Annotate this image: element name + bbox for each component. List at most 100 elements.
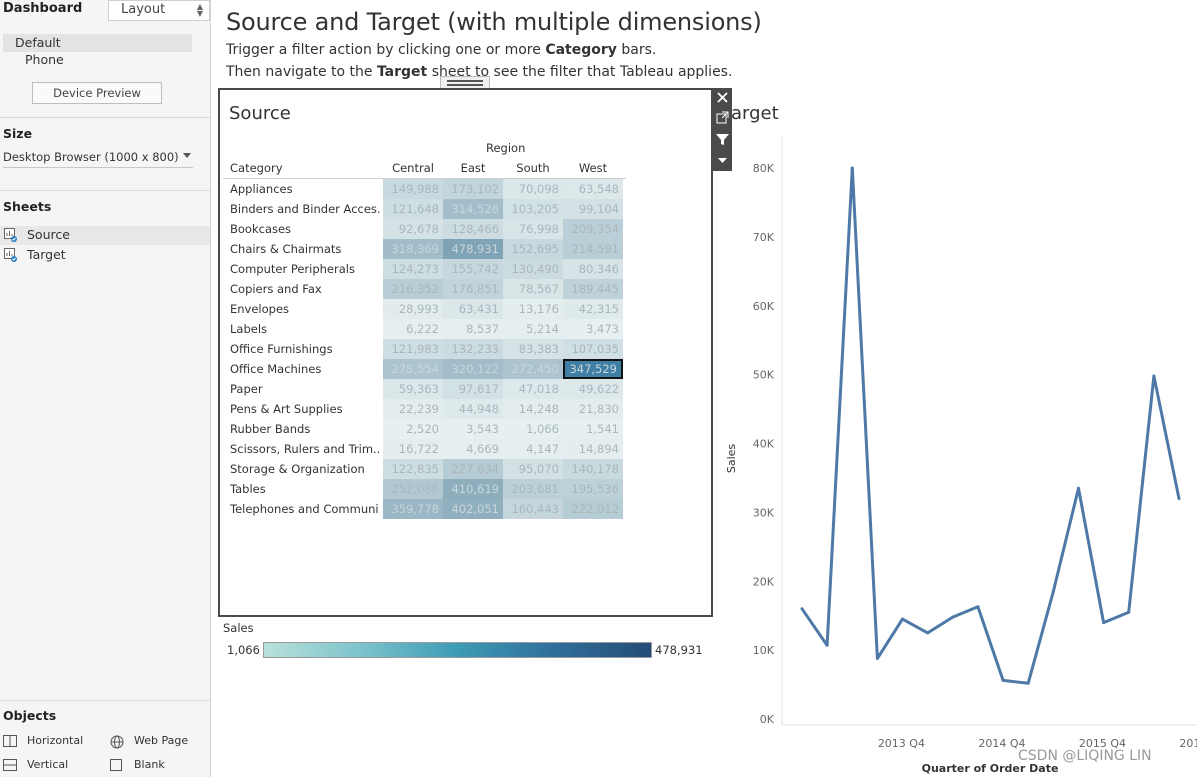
- more-options-caret-icon[interactable]: [713, 150, 732, 170]
- heatmap-cell[interactable]: 122,835: [383, 459, 443, 479]
- data-point[interactable]: [1026, 681, 1030, 685]
- device-default[interactable]: Default: [3, 34, 192, 52]
- heatmap-cell[interactable]: 402,051: [443, 499, 503, 519]
- heatmap-cell[interactable]: 222,012: [563, 499, 623, 519]
- heatmap-cell[interactable]: 216,352: [383, 279, 443, 299]
- heatmap-cell[interactable]: 132,233: [443, 339, 503, 359]
- category-row-header[interactable]: Paper: [230, 382, 263, 396]
- data-point[interactable]: [951, 615, 955, 619]
- target-line-chart[interactable]: 0K 10K 20K 30K 40K 50K 60K 70K 80K Sales 2013 Q4 20…: [720, 125, 1197, 777]
- heatmap-cell[interactable]: 140,178: [563, 459, 623, 479]
- category-row-header[interactable]: Envelopes: [230, 302, 290, 316]
- region-column-header[interactable]: East: [460, 161, 486, 175]
- heatmap-cell[interactable]: 97,617: [443, 379, 503, 399]
- device-phone[interactable]: Phone: [25, 52, 64, 67]
- heatmap-cell[interactable]: 149,988: [383, 179, 443, 199]
- category-row-header[interactable]: Pens & Art Supplies: [230, 402, 343, 416]
- heatmap-cell[interactable]: 70,098: [503, 179, 563, 199]
- heatmap-cell[interactable]: 99,104: [563, 199, 623, 219]
- heatmap-cell[interactable]: 92,678: [383, 219, 443, 239]
- category-row-header[interactable]: Labels: [230, 322, 268, 336]
- category-row-header[interactable]: Appliances: [230, 182, 293, 196]
- heatmap-cell[interactable]: 59,363: [383, 379, 443, 399]
- heatmap-cell[interactable]: 214,591: [563, 239, 623, 259]
- data-point[interactable]: [1152, 374, 1156, 378]
- heatmap-cell[interactable]: 195,536: [563, 479, 623, 499]
- data-point[interactable]: [1001, 678, 1005, 682]
- data-point[interactable]: [825, 643, 829, 647]
- heatmap-cell[interactable]: 203,681: [503, 479, 563, 499]
- heatmap-cell[interactable]: 314,526: [443, 199, 503, 219]
- data-point[interactable]: [850, 166, 854, 170]
- heatmap-cell[interactable]: 173,102: [443, 179, 503, 199]
- region-column-header[interactable]: West: [578, 161, 608, 175]
- region-column-header[interactable]: Central: [392, 161, 434, 175]
- heatmap-cell[interactable]: 4,147: [503, 439, 563, 459]
- heatmap-cell[interactable]: 272,450: [503, 359, 563, 379]
- heatmap-cell[interactable]: 121,983: [383, 339, 443, 359]
- sheet-item-source[interactable]: Source: [0, 226, 210, 245]
- heatmap-cell[interactable]: 209,354: [563, 219, 623, 239]
- category-row-header[interactable]: Copiers and Fax: [230, 282, 322, 296]
- data-point[interactable]: [1051, 590, 1055, 594]
- sheet-item-target[interactable]: Target: [0, 246, 210, 265]
- category-row-header[interactable]: Office Furnishings: [230, 342, 333, 356]
- category-row-header[interactable]: Bookcases: [230, 222, 292, 236]
- heatmap-cell[interactable]: 176,851: [443, 279, 503, 299]
- heatmap-cell[interactable]: 1,541: [563, 419, 623, 439]
- heatmap-cell[interactable]: 252,086: [383, 479, 443, 499]
- heatmap-cell[interactable]: 6,222: [383, 319, 443, 339]
- heatmap-cell[interactable]: 347,529: [563, 359, 623, 379]
- heatmap-cell[interactable]: 42,315: [563, 299, 623, 319]
- heatmap-cell[interactable]: 3,543: [443, 419, 503, 439]
- heatmap-cell[interactable]: 22,239: [383, 399, 443, 419]
- data-point[interactable]: [1076, 486, 1080, 490]
- heatmap-cell[interactable]: 76,998: [503, 219, 563, 239]
- data-point[interactable]: [901, 617, 905, 621]
- size-dropdown[interactable]: Desktop Browser (1000 x 800): [3, 148, 193, 168]
- data-point[interactable]: [1127, 610, 1131, 614]
- heatmap-cell[interactable]: 5,214: [503, 319, 563, 339]
- category-row-header[interactable]: Computer Peripherals: [230, 262, 355, 276]
- category-row-header[interactable]: Binders and Binder Acces..: [230, 202, 380, 216]
- heatmap-cell[interactable]: 44,948: [443, 399, 503, 419]
- heatmap-cell[interactable]: 359,778: [383, 499, 443, 519]
- data-point[interactable]: [1177, 497, 1181, 501]
- heatmap-cell[interactable]: 410,619: [443, 479, 503, 499]
- category-row-header[interactable]: Telephones and Communi..: [230, 502, 380, 516]
- category-row-header[interactable]: Tables: [230, 482, 266, 496]
- heatmap-cell[interactable]: 107,035: [563, 339, 623, 359]
- tab-layout[interactable]: Layout ▲ ▼: [108, 0, 210, 21]
- go-to-sheet-icon[interactable]: [713, 108, 732, 128]
- heatmap-cell[interactable]: 8,537: [443, 319, 503, 339]
- category-row-header[interactable]: Scissors, Rulers and Trim..: [230, 442, 380, 456]
- heatmap-cell[interactable]: 63,431: [443, 299, 503, 319]
- sales-line[interactable]: [800, 166, 1181, 685]
- category-row-header[interactable]: Office Machines: [230, 362, 322, 376]
- heatmap-cell[interactable]: 14,894: [563, 439, 623, 459]
- heatmap-cell[interactable]: 189,445: [563, 279, 623, 299]
- heatmap-cell[interactable]: 478,931: [443, 239, 503, 259]
- data-point[interactable]: [875, 656, 879, 660]
- heatmap-cell[interactable]: 47,018: [503, 379, 563, 399]
- drag-handle[interactable]: [440, 76, 490, 88]
- heatmap-cell[interactable]: 78,567: [503, 279, 563, 299]
- heatmap-cell[interactable]: 128,466: [443, 219, 503, 239]
- heatmap-cell[interactable]: 63,548: [563, 179, 623, 199]
- heatmap-cell[interactable]: 227,634: [443, 459, 503, 479]
- heatmap-cell[interactable]: 103,205: [503, 199, 563, 219]
- tab-dashboard[interactable]: Dashboard: [3, 1, 83, 16]
- heatmap-cell[interactable]: 21,830: [563, 399, 623, 419]
- heatmap-cell[interactable]: 155,742: [443, 259, 503, 279]
- filter-icon[interactable]: [713, 129, 732, 149]
- heatmap-cell[interactable]: 49,622: [563, 379, 623, 399]
- color-legend-ramp[interactable]: [263, 642, 652, 658]
- heatmap-cell[interactable]: 3,473: [563, 319, 623, 339]
- heatmap-cell[interactable]: 130,490: [503, 259, 563, 279]
- data-point[interactable]: [976, 605, 980, 609]
- close-icon[interactable]: [713, 88, 732, 108]
- data-point[interactable]: [926, 631, 930, 635]
- source-sheet-container[interactable]: Source Region Category Central East South W…: [218, 88, 713, 617]
- heatmap-cell[interactable]: 121,648: [383, 199, 443, 219]
- heatmap-cell[interactable]: 95,070: [503, 459, 563, 479]
